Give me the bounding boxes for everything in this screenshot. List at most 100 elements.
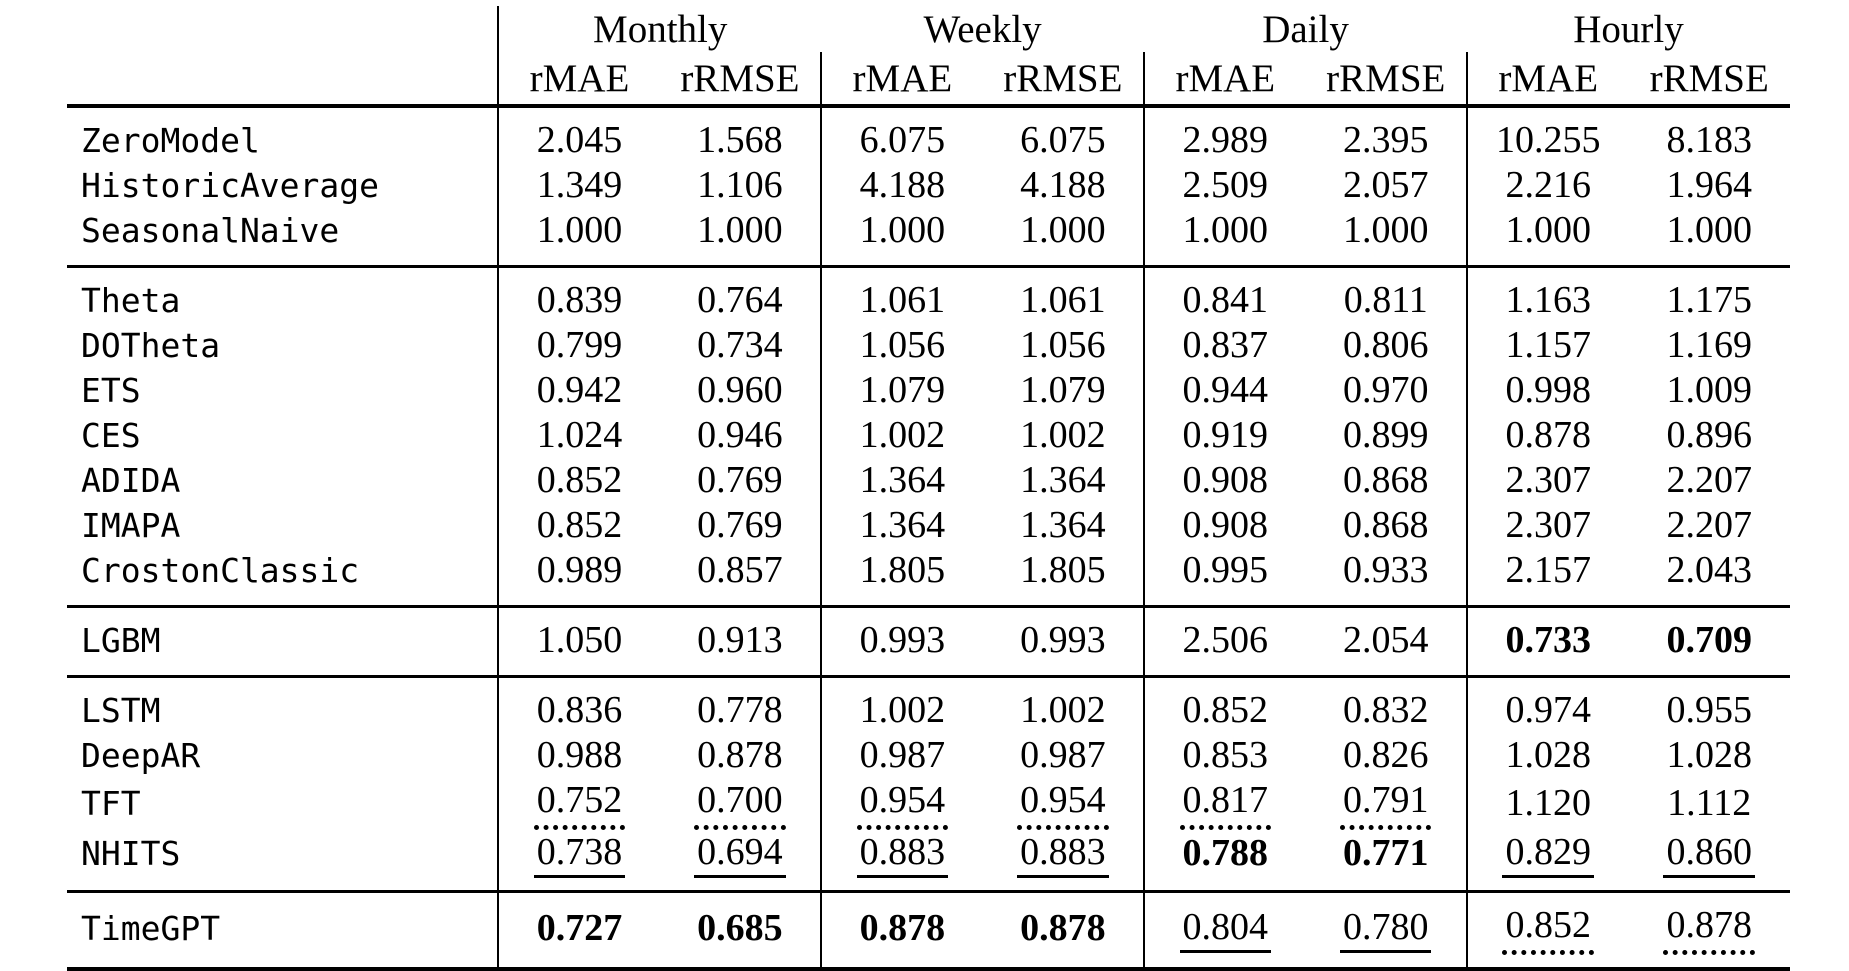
table-row: LSTM 0.836 0.778 1.002 1.002 0.852 0.832 0.974 0… [67, 676, 1790, 734]
metric-cell: 0.752 [497, 778, 660, 830]
metric-value: 0.852 [536, 459, 623, 501]
table-row: NHITS 0.738 0.694 0.883 0.883 0.788 0.771 0.829… [67, 829, 1790, 892]
metric-cell: 0.839 [497, 266, 660, 323]
metric-header: rMAE [820, 52, 983, 106]
metric-value: 0.868 [1342, 459, 1429, 501]
metric-cell: 1.079 [983, 368, 1144, 413]
metric-cell: 0.899 [1306, 413, 1467, 458]
metric-value: 0.853 [1182, 734, 1269, 776]
metric-cell: 1.364 [983, 458, 1144, 503]
metric-cell: 2.057 [1306, 163, 1467, 208]
table-row: TFT 0.752 0.700 0.954 0.954 0.817 0.791 1.120 1.… [67, 778, 1790, 830]
metric-cell: 0.700 [660, 778, 821, 830]
metric-cell: 0.817 [1143, 778, 1306, 830]
model-name: DOTheta [81, 326, 221, 365]
metric-cell: 0.804 [1143, 891, 1306, 969]
metric-value: 1.964 [1666, 164, 1752, 206]
table-section: LSTM 0.836 0.778 1.002 1.002 0.852 0.832 0.974 0… [67, 676, 1790, 892]
metric-cell: 1.000 [497, 208, 660, 267]
metric-value: 0.839 [536, 279, 623, 321]
metric-cell: 0.868 [1306, 503, 1467, 548]
metric-value: 0.878 [1663, 905, 1755, 955]
metric-cell: 2.307 [1465, 458, 1629, 503]
metric-value: 2.395 [1342, 119, 1429, 161]
metric-cell: 0.933 [1306, 548, 1467, 607]
metric-cell: 1.964 [1628, 163, 1790, 208]
metric-cell: 1.000 [983, 208, 1144, 267]
metric-value: 1.024 [536, 414, 623, 456]
metric-cell: 0.837 [1143, 323, 1306, 368]
metric-value: 0.987 [859, 734, 946, 776]
metric-value: 0.974 [1505, 689, 1591, 731]
metric-value: 10.255 [1495, 119, 1601, 161]
metric-cell: 0.734 [660, 323, 821, 368]
model-name: CrostonClassic [81, 551, 360, 590]
metric-value: 0.836 [536, 689, 623, 731]
metric-cell: 1.002 [820, 413, 983, 458]
metric-value: 0.769 [697, 459, 783, 501]
metric-cell: 0.883 [983, 830, 1144, 891]
metric-cell: 2.054 [1306, 607, 1467, 677]
metric-value: 4.188 [859, 164, 946, 206]
metric-value: 1.000 [697, 209, 783, 251]
metric-cell: 0.832 [1306, 677, 1467, 734]
metric-value: 0.998 [1505, 369, 1591, 411]
metric-cell: 1.000 [660, 208, 821, 267]
column-group-label: Weekly [923, 7, 1042, 51]
metric-value: 0.954 [856, 780, 949, 830]
metric-value: 0.733 [1505, 619, 1591, 661]
metric-cell: 0.868 [1306, 458, 1467, 503]
metric-cell: 0.738 [497, 829, 660, 892]
model-name: CES [81, 416, 141, 455]
metric-value: 2.057 [1342, 164, 1429, 206]
metric-cell: 0.954 [983, 778, 1144, 830]
metric-cell: 1.349 [497, 163, 660, 208]
metric-value: 1.364 [1020, 459, 1106, 501]
metric-value: 2.054 [1342, 619, 1429, 661]
metric-cell: 10.255 [1465, 106, 1629, 163]
metric-value: 1.120 [1505, 782, 1591, 825]
model-name: ADIDA [81, 461, 181, 500]
metric-cell: 2.307 [1465, 503, 1629, 548]
metric-cell: 0.954 [820, 778, 983, 830]
metric-cell: 0.993 [983, 607, 1144, 677]
metric-value: 0.908 [1182, 504, 1269, 546]
metric-cell: 1.568 [660, 106, 821, 163]
metric-value: 0.995 [1182, 549, 1269, 591]
metric-value: 0.970 [1342, 369, 1429, 411]
metric-cell: 0.685 [660, 891, 821, 968]
metric-cell: 0.709 [1628, 607, 1790, 677]
metric-cell: 0.764 [660, 267, 821, 324]
metric-value: 1.175 [1666, 279, 1752, 321]
metric-cell: 0.998 [1465, 368, 1629, 413]
metric-value: 1.169 [1666, 324, 1752, 366]
metric-cell: 1.364 [983, 503, 1144, 548]
metric-cell: 0.778 [660, 677, 821, 734]
metric-value: 0.944 [1182, 369, 1269, 411]
metric-cell: 2.157 [1465, 548, 1629, 607]
metric-cell: 0.995 [1143, 548, 1306, 607]
metric-value: 0.764 [697, 279, 783, 321]
metric-value: 1.805 [859, 549, 946, 591]
metric-value: 1.000 [1342, 209, 1429, 251]
metric-value: 1.364 [1020, 504, 1106, 546]
metric-value: 0.946 [697, 414, 783, 456]
column-group-label: Monthly [497, 6, 822, 52]
metric-cell: 2.506 [1143, 606, 1306, 677]
metric-value: 2.216 [1505, 164, 1591, 206]
metric-value: 0.841 [1182, 279, 1269, 321]
table-row: TimeGPT 0.727 0.685 0.878 0.878 0.804 0.780 0.8… [67, 891, 1790, 969]
model-name: ZeroModel [81, 121, 260, 160]
metric-cell: 0.811 [1306, 267, 1467, 324]
metric-cell: 0.896 [1628, 413, 1790, 458]
metric-value: 0.933 [1342, 549, 1429, 591]
metric-cell: 0.841 [1143, 266, 1306, 323]
metric-cell: 0.988 [497, 733, 660, 778]
metric-cell: 0.852 [497, 503, 660, 548]
metric-cell: 0.852 [1465, 891, 1629, 969]
metric-value: 0.857 [697, 549, 783, 591]
metric-value: 0.913 [697, 619, 783, 661]
metric-value: 0.734 [697, 324, 783, 366]
metric-cell: 0.883 [820, 829, 983, 892]
metric-value: 1.000 [1505, 209, 1591, 251]
